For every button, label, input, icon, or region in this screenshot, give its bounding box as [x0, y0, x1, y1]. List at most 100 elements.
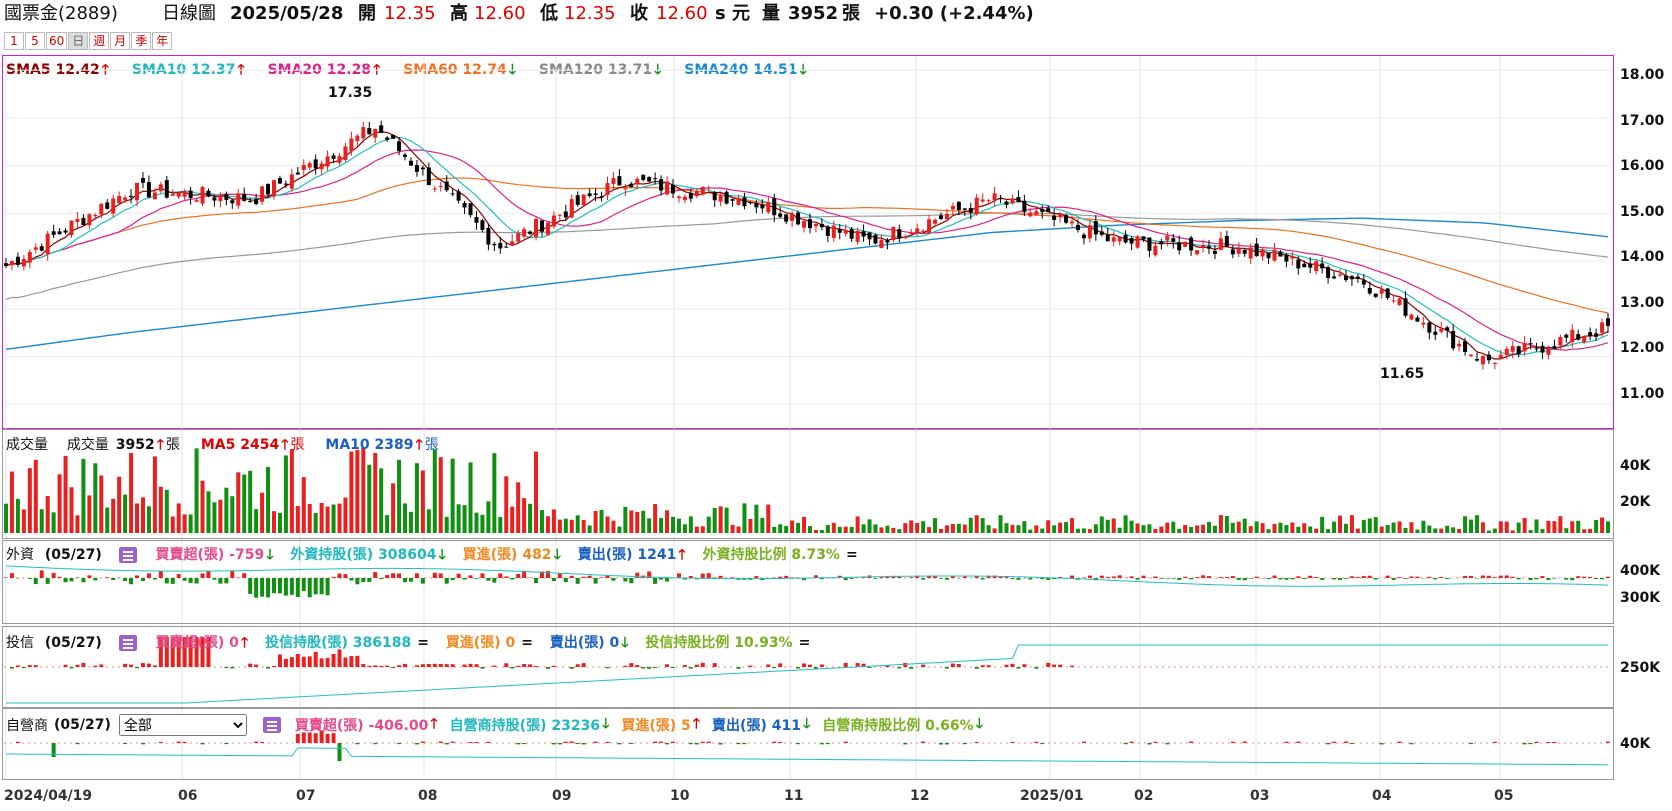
volume-bar — [1272, 523, 1277, 533]
foreign-bar — [516, 574, 521, 578]
period-1min-button[interactable]: 1 — [4, 32, 24, 50]
dealer-bar — [486, 741, 491, 743]
foreign-bar — [27, 578, 32, 579]
trust-bar — [581, 663, 586, 667]
foreign-bar — [688, 575, 693, 578]
volume-bar — [1385, 524, 1390, 533]
candle-body — [944, 214, 949, 220]
candle-body — [1302, 263, 1307, 268]
foreign-bar — [1463, 575, 1468, 578]
y-tick: 11.00 — [1620, 386, 1665, 402]
volume-bar — [63, 455, 68, 533]
candle-body — [1510, 346, 1515, 352]
up-arrow-icon: 🡑 — [678, 547, 686, 563]
trust-bar — [665, 664, 670, 667]
candle-body — [676, 196, 681, 199]
candle-body — [772, 198, 777, 216]
volume-bar — [1147, 524, 1152, 533]
period-60min-button[interactable]: 60 — [46, 32, 68, 50]
trust-bar — [379, 665, 384, 667]
volume-bar — [563, 518, 568, 533]
trust-net: 買賣超(張) 0 — [155, 635, 239, 651]
ma-line — [5, 212, 1609, 300]
volume-bar — [766, 504, 771, 533]
foreign-bar — [1028, 578, 1033, 580]
y-tick: 20K — [1620, 494, 1651, 510]
candle-body — [1159, 241, 1164, 245]
trust-panel[interactable] — [2, 626, 1614, 708]
trust-buy-suffix: = — [521, 635, 533, 651]
dealer-bar — [665, 743, 670, 745]
candle-body — [694, 190, 699, 197]
foreign-bar — [1195, 577, 1200, 578]
y-tick: 40K — [1620, 736, 1651, 752]
foreign-bar — [373, 572, 378, 578]
dealer-filter-select[interactable]: 全部 — [118, 714, 247, 736]
volume-bar — [1504, 521, 1509, 533]
volume-bar — [1171, 521, 1176, 533]
candle-body — [1570, 329, 1575, 343]
volume-bar — [1397, 521, 1402, 533]
candle-body — [4, 263, 8, 267]
period-month-button[interactable]: 月 — [110, 32, 131, 50]
foreign-panel[interactable] — [2, 540, 1614, 624]
volume-panel[interactable] — [2, 429, 1614, 539]
candle-body — [867, 232, 872, 240]
dealer-bar — [1349, 743, 1354, 745]
price-change: +0.30 (+2.44%) — [874, 3, 1034, 24]
trust-bar — [277, 654, 282, 667]
foreign-bar — [1117, 575, 1122, 578]
candle-body — [140, 178, 145, 183]
candle-body — [873, 234, 878, 244]
trust-bar — [700, 662, 705, 667]
trust-bar — [15, 665, 20, 667]
candle-body — [486, 227, 491, 245]
period-week-button[interactable]: 週 — [89, 32, 110, 50]
foreign-bar — [986, 575, 991, 578]
candle-body — [766, 202, 771, 213]
period-quarter-button[interactable]: 季 — [131, 32, 152, 50]
trust-bar — [129, 664, 134, 667]
volume-bar — [1081, 528, 1086, 533]
dealer-buy: 買進(張) 5 — [621, 718, 691, 734]
foreign-bar — [563, 578, 568, 583]
period-5min-button[interactable]: 5 — [25, 32, 45, 50]
ma-line — [5, 149, 1609, 351]
foreign-bar — [69, 578, 74, 582]
dealer-net: 買賣超(張) -406.00 — [294, 718, 429, 734]
candle-body — [599, 196, 604, 198]
volume-bar — [605, 516, 610, 533]
volume-bar — [557, 519, 562, 533]
volume-bar — [1445, 525, 1450, 533]
trust-bar — [528, 664, 533, 667]
menu-icon[interactable] — [118, 547, 137, 563]
trust-bar — [778, 663, 783, 667]
menu-icon[interactable] — [262, 717, 281, 733]
period-day-button[interactable]: 日 — [68, 32, 89, 50]
candle-body — [69, 220, 74, 236]
foreign-bar — [486, 578, 491, 581]
price-panel[interactable] — [2, 55, 1614, 429]
trust-bar — [432, 663, 437, 667]
foreign-bar — [1206, 576, 1211, 578]
candle-body — [27, 252, 32, 263]
candle-body — [367, 128, 372, 135]
trust-bar — [605, 667, 610, 669]
trust-bar — [414, 665, 419, 667]
candle-body — [813, 224, 818, 227]
period-year-button[interactable]: 年 — [152, 32, 173, 50]
volume-bar — [1260, 523, 1265, 533]
trust-bar — [510, 667, 515, 669]
candle-body — [15, 256, 20, 265]
foreign-bar — [111, 578, 116, 580]
foreign-bar — [301, 578, 306, 591]
x-tick: 09 — [552, 788, 572, 804]
volume-bar — [1105, 519, 1110, 533]
menu-icon[interactable] — [118, 635, 137, 651]
candle-body — [1451, 330, 1456, 349]
dealer-panel[interactable] — [2, 708, 1614, 780]
volume-bar — [635, 511, 640, 533]
volume-bar — [373, 452, 378, 533]
foreign-bar — [1010, 578, 1015, 579]
foreign-ratio: 外資持股比例 8.73% — [702, 547, 840, 563]
